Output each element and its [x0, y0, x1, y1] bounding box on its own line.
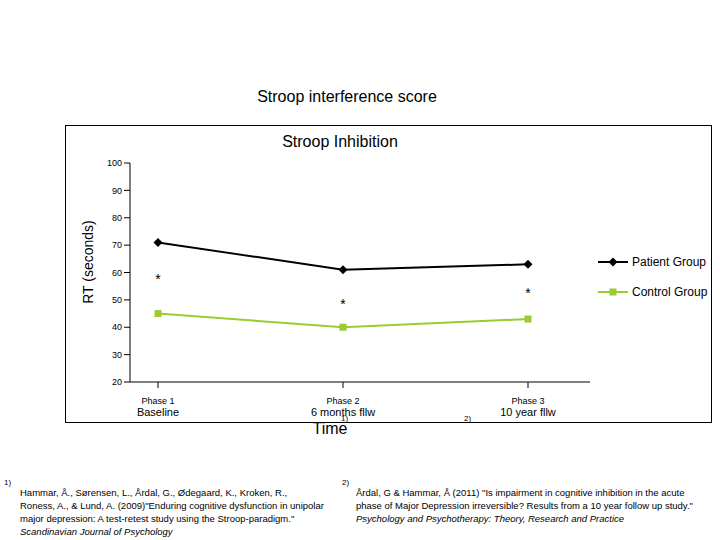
- svg-text:40: 40: [112, 322, 122, 332]
- svg-text:Phase 2: Phase 2: [326, 396, 359, 406]
- svg-text:*: *: [525, 285, 531, 301]
- svg-text:*: *: [340, 296, 346, 312]
- svg-text:Phase 3: Phase 3: [511, 396, 544, 406]
- svg-text:Baseline: Baseline: [137, 406, 179, 418]
- svg-text:20: 20: [112, 377, 122, 387]
- svg-text:50: 50: [112, 295, 122, 305]
- svg-text:10 year fllw: 10 year fllw: [500, 406, 556, 418]
- svg-text:90: 90: [112, 186, 122, 196]
- svg-text:Phase 1: Phase 1: [141, 396, 174, 406]
- svg-text:30: 30: [112, 350, 122, 360]
- svg-text:70: 70: [112, 240, 122, 250]
- svg-text:80: 80: [112, 213, 122, 223]
- svg-text:100: 100: [107, 158, 122, 168]
- svg-text:60: 60: [112, 268, 122, 278]
- svg-text:*: *: [155, 271, 161, 287]
